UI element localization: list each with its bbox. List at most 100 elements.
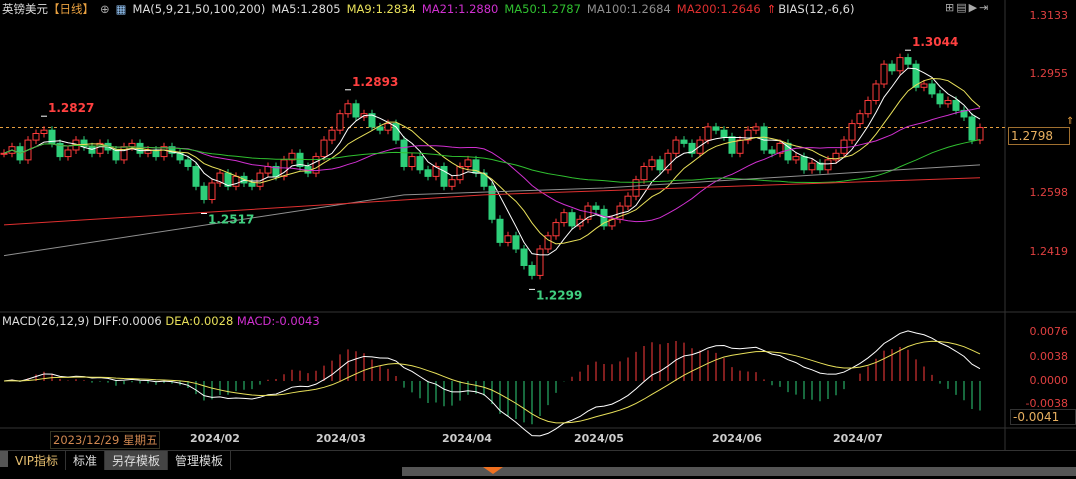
- candle: [888, 63, 896, 72]
- price-tick: 1.2955: [1029, 67, 1069, 80]
- candle: [312, 156, 320, 174]
- ma-icon[interactable]: ▦: [115, 2, 127, 16]
- candle: [720, 129, 728, 138]
- candle: [872, 83, 880, 101]
- candle: [976, 127, 984, 141]
- candle: [40, 129, 48, 134]
- candle: [920, 83, 928, 88]
- horizontal-scrollbar[interactable]: [402, 467, 1076, 476]
- candle: [32, 132, 40, 141]
- macd-value: MACD:-0.0043: [236, 314, 320, 328]
- candle: [80, 139, 88, 148]
- macd-tick: 0.0000: [1029, 374, 1069, 387]
- macd-header: MACD(26,12,9) DIFF:0.0006 DEA:0.0028 MAC…: [2, 314, 320, 328]
- candle: [376, 126, 384, 131]
- month-label: 2024/06: [712, 432, 762, 445]
- cursor-date: 2023/12/29 星期五: [50, 431, 161, 449]
- macd-name[interactable]: MACD(26,12,9): [2, 314, 90, 328]
- candle: [752, 126, 760, 131]
- toolbar-icons[interactable]: ⊞▤▶⇥: [945, 1, 991, 14]
- candle: [768, 149, 776, 154]
- up-arrow-icon: ⇑: [766, 2, 777, 16]
- candle: [808, 162, 816, 171]
- scroll-up-icon[interactable]: ⇑: [1066, 116, 1075, 127]
- candle: [200, 185, 208, 200]
- extreme-label: 1.2299: [536, 288, 582, 302]
- candle: [960, 109, 968, 118]
- macd-current-label: -0.0041: [1010, 409, 1076, 425]
- candle: [64, 149, 72, 158]
- candle: [328, 129, 336, 141]
- month-label: 2024/05: [574, 432, 624, 445]
- candle: [840, 139, 848, 154]
- candle: [248, 182, 256, 187]
- candle: [112, 149, 120, 161]
- candle: [904, 57, 912, 65]
- candle: [648, 159, 656, 167]
- extreme-label: 1.2827: [48, 101, 94, 115]
- candle: [88, 146, 96, 154]
- candle: [336, 113, 344, 131]
- dea-line: [3, 340, 981, 424]
- candle: [944, 99, 952, 105]
- tab-vip-indicators[interactable]: VIP指标: [8, 451, 66, 470]
- candle: [352, 103, 360, 118]
- candle: [800, 156, 808, 171]
- candle: [576, 218, 584, 227]
- candle: [856, 113, 864, 125]
- tab-save-template[interactable]: 另存模板: [105, 451, 169, 470]
- price-tick: 1.2419: [1029, 245, 1069, 258]
- candle: [848, 123, 856, 141]
- symbol-name[interactable]: 英镑美元: [2, 2, 48, 16]
- candle: [512, 235, 520, 250]
- candle: [96, 142, 104, 154]
- candle: [776, 142, 784, 154]
- candle: [184, 159, 192, 167]
- candle: [392, 123, 400, 141]
- candle: [416, 156, 424, 171]
- period-label[interactable]: 【日线】: [48, 2, 94, 16]
- tab-standard[interactable]: 标准: [66, 451, 106, 470]
- diff-line: [3, 330, 981, 437]
- candle: [816, 162, 824, 171]
- tab-manage-template[interactable]: 管理模板: [168, 451, 232, 470]
- ma9-value: MA9:1.2834: [346, 2, 416, 16]
- month-label: 2024/02: [190, 432, 240, 445]
- price-tick: 1.3133: [1029, 9, 1069, 22]
- candle: [432, 165, 440, 177]
- candle: [440, 165, 448, 187]
- candle: [736, 139, 744, 154]
- candle: [832, 152, 840, 161]
- month-label: 2024/03: [316, 432, 366, 445]
- candle: [504, 235, 512, 243]
- candle: [168, 146, 176, 154]
- macd-dea: DEA:0.0028: [165, 314, 234, 328]
- bias-label[interactable]: BIAS(12,-6,6): [778, 2, 855, 16]
- macd-diff: DIFF:0.0006: [93, 314, 162, 328]
- candle: [288, 152, 296, 161]
- scroll-handle-icon[interactable]: [483, 467, 503, 474]
- candle: [952, 99, 960, 111]
- candle: [424, 169, 432, 177]
- candle: [560, 212, 568, 224]
- price-tick: 1.2598: [1029, 186, 1069, 199]
- extreme-label: 1.2893: [352, 75, 398, 89]
- candle: [968, 116, 976, 141]
- candle: [784, 142, 792, 161]
- candle: [272, 165, 280, 177]
- candle: [688, 142, 696, 154]
- candle: [568, 212, 576, 227]
- template-tabs: VIP指标 标准 另存模板 管理模板: [0, 450, 1076, 470]
- chart-header: 英镑美元【日线】 ⊕ ▦ MA(5,9,21,50,100,200) MA5:1.280…: [2, 1, 860, 17]
- candle: [160, 146, 168, 158]
- candle: [552, 222, 560, 237]
- candle: [488, 185, 496, 220]
- candle: [448, 179, 456, 187]
- candle: [56, 142, 64, 158]
- candle: [0, 152, 8, 155]
- ma100-value: MA100:1.2684: [586, 2, 671, 16]
- candle: [208, 182, 216, 200]
- crosshair-icon[interactable]: ⊕: [100, 2, 110, 16]
- ma200-line: [3, 177, 981, 226]
